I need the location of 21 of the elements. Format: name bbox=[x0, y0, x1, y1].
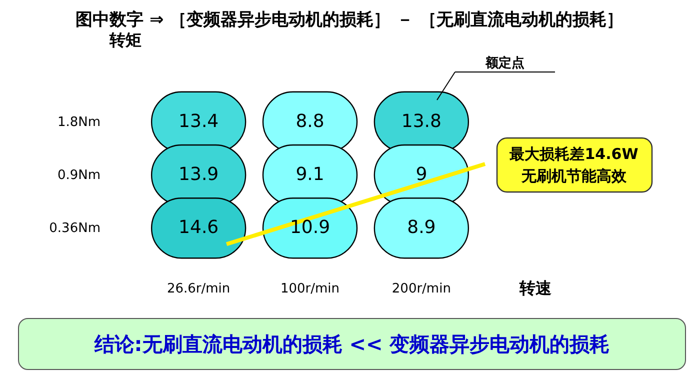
y-tick-label: 1.8Nm bbox=[57, 114, 100, 130]
data-label: 8.8 bbox=[296, 110, 324, 132]
y-axis-title: 转矩 bbox=[108, 30, 142, 50]
x-tick-label: 200r/min bbox=[392, 282, 451, 296]
data-label: 14.6 bbox=[178, 217, 219, 238]
text: 结论:无刷直流电动机的损耗 << 变频器异步电动机的损耗 bbox=[18, 318, 686, 370]
data-label: 13.4 bbox=[178, 110, 219, 132]
data-label: 13.9 bbox=[178, 164, 219, 185]
data-label: 10.9 bbox=[290, 217, 330, 238]
y-tick-label: 0.36Nm bbox=[49, 221, 100, 236]
data-label: 9.1 bbox=[296, 164, 324, 185]
x-tick-label: 26.6r/min bbox=[166, 282, 230, 296]
text: 额定点 bbox=[484, 55, 524, 71]
data-label: 8.9 bbox=[407, 217, 436, 238]
x-tick-label: 100r/min bbox=[280, 282, 340, 296]
text: 最大损耗差14.6W 无刷机节能高效 bbox=[508, 145, 639, 185]
data-label: 9 bbox=[416, 164, 428, 185]
chart-title: 图中数字 ⇒ ［变频器异步电动机的损耗］ － ［无刷直流电动机的损耗］ bbox=[74, 9, 624, 31]
y-tick-label: 0.9Nm bbox=[57, 168, 100, 183]
x-axis-title: 转速 bbox=[518, 278, 552, 298]
data-label: 13.8 bbox=[401, 110, 442, 132]
